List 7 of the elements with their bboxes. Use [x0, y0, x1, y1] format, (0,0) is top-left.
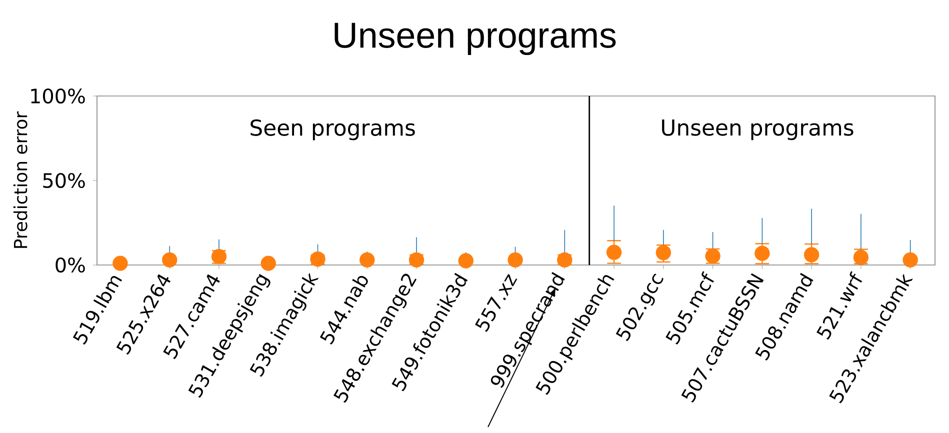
y-tick-label: 100% [31, 88, 85, 104]
y-tick-label: 50% [43, 172, 85, 188]
annotation: Unseen programs [662, 120, 854, 140]
chart-title: Unseen programs [334, 22, 616, 56]
annotation: Seen programs [250, 119, 415, 140]
y-axis-title: Prediction error [13, 111, 28, 248]
y-tick-label: 0% [56, 257, 85, 273]
